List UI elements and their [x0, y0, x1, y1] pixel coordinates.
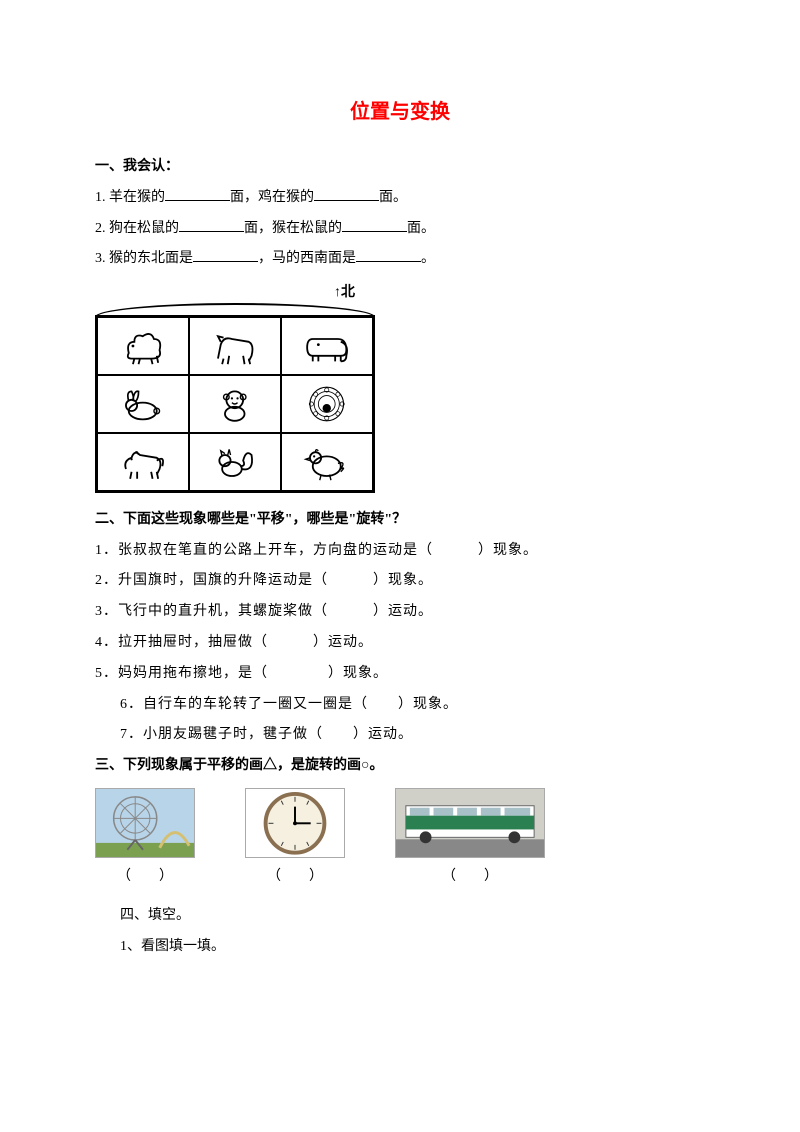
animal-grid-figure: 北 — [95, 283, 375, 493]
cell-horse — [189, 317, 281, 375]
cell-squirrel — [189, 433, 281, 491]
image-ferris-wheel — [95, 788, 195, 858]
section3-heading: 三、下列现象属于平移的画△，是旋转的画○。 — [95, 751, 705, 782]
s1-q2: 2. 狗在松鼠的 面，猴在松鼠的 面。 — [95, 214, 705, 245]
image-clock — [245, 788, 345, 858]
s1-q2-c: 面。 — [407, 221, 435, 236]
cell-peacock — [281, 375, 373, 433]
blank — [165, 187, 230, 201]
section3-images — [95, 788, 705, 858]
s1-q3-b: ，马的西南面是 — [258, 251, 356, 266]
cell-chicken — [281, 433, 373, 491]
s1-q2-a: 2. 狗在松鼠的 — [95, 221, 179, 236]
s2-q1: 1．张叔叔在笔直的公路上开车，方向盘的运动是（ ）现象。 — [95, 536, 705, 567]
cell-sheep — [97, 317, 189, 375]
section1-heading: 一、我会认： — [95, 152, 705, 183]
animal-grid — [95, 315, 375, 493]
s2-q5: 5．妈妈用拖布擦地，是（ ）现象。 — [95, 659, 705, 690]
s1-q2-b: 面，猴在松鼠的 — [244, 221, 342, 236]
s2-q7: 7．小朋友踢毽子时，毽子做（ ）运动。 — [95, 720, 705, 751]
blank — [342, 218, 407, 232]
blank — [314, 187, 379, 201]
s3-ans2: （ ） — [245, 862, 345, 893]
s1-q1-a: 1. 羊在猴的 — [95, 190, 165, 205]
cell-dog — [97, 433, 189, 491]
blank — [356, 248, 421, 262]
page-title: 位置与变换 — [95, 90, 705, 134]
s2-q3: 3．飞行中的直升机，其螺旋桨做（ ）运动。 — [95, 597, 705, 628]
section4-heading: 四、填空。 — [95, 901, 705, 932]
s2-q2: 2．升国旗时，国旗的升降运动是（ ）现象。 — [95, 566, 705, 597]
s1-q3-a: 3. 猴的东北面是 — [95, 251, 193, 266]
cell-elephant — [281, 317, 373, 375]
section3-answers: （ ） （ ） （ ） — [95, 862, 705, 893]
s4-q1: 1、看图填一填。 — [95, 932, 705, 963]
s1-q3: 3. 猴的东北面是 ，马的西南面是 。 — [95, 244, 705, 275]
s1-q1-b: 面，鸡在猴的 — [230, 190, 314, 205]
s3-ans3: （ ） — [395, 862, 545, 893]
north-arrow-label: 北 — [95, 283, 375, 303]
s1-q1: 1. 羊在猴的 面，鸡在猴的 面。 — [95, 183, 705, 214]
section2-heading: 二、下面这些现象哪些是"平移"，哪些是"旋转"？ — [95, 505, 705, 536]
s1-q3-c: 。 — [421, 251, 435, 266]
cell-monkey — [189, 375, 281, 433]
image-bus — [395, 788, 545, 858]
s3-ans1: （ ） — [95, 862, 195, 893]
cell-rabbit — [97, 375, 189, 433]
s2-q6: 6．自行车的车轮转了一圈又一圈是（ ）现象。 — [95, 690, 705, 721]
s1-q1-c: 面。 — [379, 190, 407, 205]
blank — [179, 218, 244, 232]
blank — [193, 248, 258, 262]
s2-q4: 4．拉开抽屉时，抽屉做（ ）运动。 — [95, 628, 705, 659]
